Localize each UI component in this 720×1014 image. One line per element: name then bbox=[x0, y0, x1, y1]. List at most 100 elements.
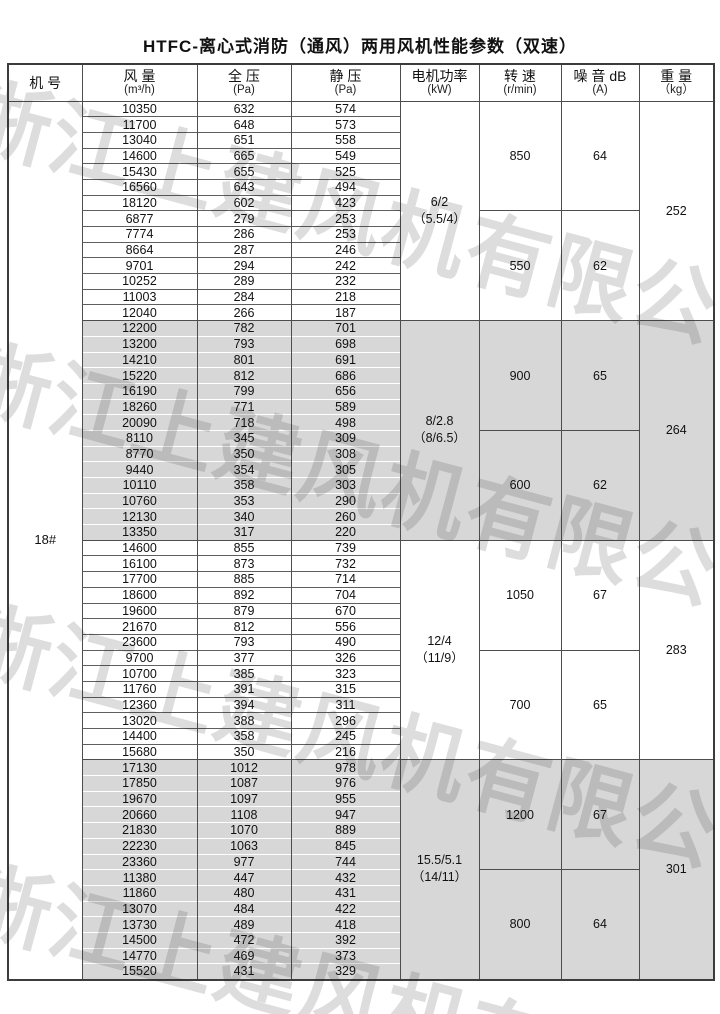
cell-static-pressure: 296 bbox=[290, 712, 400, 729]
table-row: 11760 391 315 bbox=[8, 680, 714, 698]
machine-no-cell: 18# bbox=[7, 100, 82, 980]
cell-total-pressure: 431 bbox=[196, 963, 291, 980]
cell-total-pressure: 266 bbox=[196, 304, 291, 321]
cell-total-pressure: 350 bbox=[196, 743, 291, 760]
table-row: 23360 977 744 bbox=[8, 853, 714, 870]
power-high-speed: 8/2.8 bbox=[425, 414, 454, 429]
cell-total-pressure: 793 bbox=[196, 633, 291, 651]
table-row: 7774 286 253 bbox=[8, 226, 714, 243]
table-row: 9701 294 242 bbox=[8, 257, 714, 274]
table-row: 16560 643 494 bbox=[8, 178, 714, 196]
page-title: HTFC-离心式消防（通风）两用风机性能参数（双速） bbox=[143, 37, 577, 56]
power-high-speed: 12/4 bbox=[427, 634, 452, 649]
table-row: 9700 377 326 700 65 bbox=[8, 649, 714, 760]
table-row: 8664 287 246 bbox=[8, 241, 714, 258]
cell-airflow: 18120 bbox=[81, 194, 197, 211]
cell-total-pressure: 602 bbox=[196, 194, 291, 211]
cell-speed: 600 bbox=[478, 429, 561, 541]
cell-airflow: 17850 bbox=[81, 775, 197, 792]
table-row: 11380 447 432 800 64 bbox=[8, 869, 714, 980]
cell-airflow: 14770 bbox=[81, 947, 197, 964]
cell-total-pressure: 879 bbox=[196, 602, 291, 619]
cell-total-pressure: 354 bbox=[196, 461, 291, 478]
cell-static-pressure: 245 bbox=[290, 728, 400, 745]
table-row: 17700 885 714 bbox=[8, 571, 714, 588]
cell-static-pressure: 978 bbox=[290, 759, 400, 776]
cell-static-pressure: 686 bbox=[290, 367, 400, 384]
table-body: 18# 10350 632 574 6/2 （5.5/4） 850 64 252 11700 648… bbox=[7, 100, 714, 980]
table-row: 17130 1012 978 15.5/5.1 （14/11） 1200 67 301 bbox=[8, 759, 714, 980]
header-label: 噪 音 dB bbox=[573, 68, 627, 85]
cell-motor-power: 6/2 （5.5/4） bbox=[399, 100, 479, 321]
cell-airflow: 11700 bbox=[81, 116, 197, 133]
cell-total-pressure: 286 bbox=[196, 226, 291, 243]
cell-total-pressure: 484 bbox=[196, 900, 291, 917]
cell-airflow: 10110 bbox=[81, 477, 197, 494]
table-row: 14600 855 739 12/4 （11/9） 1050 67 283 bbox=[8, 539, 714, 760]
cell-airflow: 19670 bbox=[81, 790, 197, 807]
cell-total-pressure: 472 bbox=[196, 931, 291, 949]
cell-static-pressure: 309 bbox=[290, 429, 400, 447]
table-row: 17850 1087 976 bbox=[8, 775, 714, 792]
header-unit: (Pa) bbox=[334, 84, 357, 97]
cell-static-pressure: 714 bbox=[290, 571, 400, 588]
cell-airflow: 8770 bbox=[81, 445, 197, 462]
cell-airflow: 22230 bbox=[81, 837, 197, 854]
cell-static-pressure: 947 bbox=[290, 806, 400, 823]
cell-static-pressure: 432 bbox=[290, 869, 400, 886]
cell-airflow: 7774 bbox=[81, 226, 197, 243]
table-row: 8110 345 309 600 62 bbox=[8, 429, 714, 541]
cell-motor-power: 15.5/5.1 （14/11） bbox=[399, 759, 479, 980]
cell-total-pressure: 718 bbox=[196, 414, 291, 431]
header-label: 风 量 bbox=[123, 68, 156, 85]
cell-total-pressure: 358 bbox=[196, 477, 291, 494]
cell-airflow: 13070 bbox=[81, 900, 197, 917]
cell-airflow: 8664 bbox=[81, 241, 197, 258]
cell-airflow: 10252 bbox=[81, 273, 197, 290]
header-unit: (r/min) bbox=[503, 84, 537, 97]
cell-static-pressure: 216 bbox=[290, 743, 400, 760]
power-low-speed: （8/6.5） bbox=[413, 431, 466, 446]
cell-airflow: 12130 bbox=[81, 508, 197, 525]
cell-static-pressure: 574 bbox=[290, 100, 400, 117]
table-row: 13070 484 422 bbox=[8, 900, 714, 917]
cell-total-pressure: 1108 bbox=[196, 806, 291, 823]
header-weight: 重 量 （kg） bbox=[638, 64, 714, 102]
table-row: 15520 431 329 bbox=[8, 963, 714, 980]
cell-total-pressure: 782 bbox=[196, 320, 291, 337]
header-label: 机 号 bbox=[29, 74, 62, 91]
cell-motor-power: 8/2.8 （8/6.5） bbox=[399, 320, 479, 541]
table-row: 13350 317 220 bbox=[8, 524, 714, 541]
cell-airflow: 23360 bbox=[81, 853, 197, 870]
header-noise: 噪 音 dB (A) bbox=[560, 64, 639, 102]
table-row: 21670 812 556 bbox=[8, 618, 714, 635]
cell-static-pressure: 701 bbox=[290, 320, 400, 337]
cell-airflow: 20090 bbox=[81, 414, 197, 431]
table-row: 11700 648 573 bbox=[8, 116, 714, 133]
cell-weight: 301 bbox=[638, 759, 714, 980]
cell-static-pressure: 976 bbox=[290, 775, 400, 792]
cell-total-pressure: 1070 bbox=[196, 822, 291, 839]
table-row: 15680 350 216 bbox=[8, 743, 714, 760]
table-row: 18260 771 589 bbox=[8, 398, 714, 415]
cell-airflow: 12360 bbox=[81, 696, 197, 713]
header-unit: (Pa) bbox=[233, 84, 255, 97]
cell-noise: 65 bbox=[560, 649, 639, 760]
cell-total-pressure: 388 bbox=[196, 712, 291, 729]
cell-noise: 67 bbox=[560, 759, 639, 870]
cell-total-pressure: 892 bbox=[196, 586, 291, 603]
table-row: 19600 879 670 bbox=[8, 602, 714, 619]
cell-static-pressure: 589 bbox=[290, 398, 400, 415]
cell-airflow: 17130 bbox=[81, 759, 197, 776]
cell-static-pressure: 691 bbox=[290, 351, 400, 368]
table-row: 13020 388 296 bbox=[8, 712, 714, 729]
table-row: 10700 385 323 bbox=[8, 665, 714, 682]
power-high-speed: 6/2 bbox=[430, 194, 449, 209]
cell-total-pressure: 1087 bbox=[196, 775, 291, 792]
cell-static-pressure: 218 bbox=[290, 288, 400, 305]
table-row: 12200 782 701 8/2.8 （8/6.5） 900 65 264 bbox=[8, 320, 714, 541]
cell-static-pressure: 311 bbox=[290, 696, 400, 713]
cell-total-pressure: 1097 bbox=[196, 790, 291, 807]
table-row: 18600 892 704 bbox=[8, 586, 714, 603]
cell-airflow: 13730 bbox=[81, 916, 197, 933]
